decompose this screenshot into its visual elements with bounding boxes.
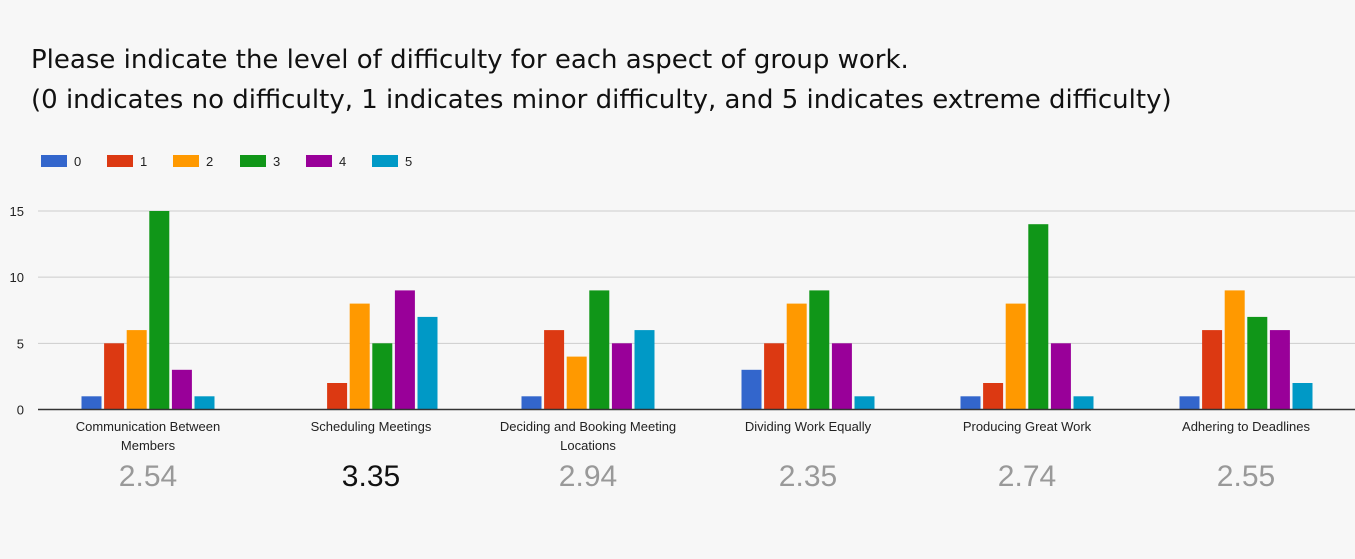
legend-label-3: 3 xyxy=(273,154,280,169)
y-tick-label: 15 xyxy=(10,204,24,219)
bar-series-0 xyxy=(741,369,762,410)
bar-series-2 xyxy=(566,356,587,410)
y-tick-label: 0 xyxy=(17,403,24,418)
chart-title-line-1: Please indicate the level of difficulty … xyxy=(31,45,909,75)
bar-series-1 xyxy=(327,383,348,410)
bar-series-2 xyxy=(1005,303,1026,410)
average-score-label: 2.94 xyxy=(559,460,617,493)
x-category-label: Dividing Work Equally xyxy=(745,419,872,434)
legend-swatch-0 xyxy=(41,155,67,167)
bar-series-1 xyxy=(983,383,1004,410)
x-category-label: Producing Great Work xyxy=(963,419,1092,434)
bar-series-0 xyxy=(81,396,102,410)
bar-series-2 xyxy=(1224,290,1245,410)
bar-series-2 xyxy=(126,330,147,410)
bar-series-3 xyxy=(589,290,610,410)
bar-series-5 xyxy=(1292,383,1313,410)
bar-series-4 xyxy=(1050,343,1071,410)
chart-title-line-2: (0 indicates no difficulty, 1 indicates … xyxy=(31,85,1172,115)
bar-series-4 xyxy=(171,369,192,410)
bar-series-3 xyxy=(372,343,393,410)
bar-series-2 xyxy=(786,303,807,410)
bar-series-4 xyxy=(831,343,852,410)
bar-series-4 xyxy=(1269,330,1290,410)
x-category-label: Adhering to Deadlines xyxy=(1182,419,1310,434)
bar-series-3 xyxy=(149,211,170,410)
legend-swatch-3 xyxy=(240,155,266,167)
legend-label-1: 1 xyxy=(140,154,147,169)
average-score-label: 2.74 xyxy=(998,460,1056,493)
bar-series-1 xyxy=(1202,330,1223,410)
bar-series-3 xyxy=(1028,224,1049,410)
y-tick-label: 5 xyxy=(17,336,24,351)
bar-series-0 xyxy=(960,396,981,410)
average-score-label: 2.55 xyxy=(1217,460,1275,493)
y-tick-label: 10 xyxy=(10,270,24,285)
x-category-label: Communication Between Members xyxy=(76,419,221,453)
x-category-label: Deciding and Booking Meeting Locations xyxy=(500,419,676,453)
chart-title: Please indicate the level of difficulty … xyxy=(31,40,1172,120)
bar-series-5 xyxy=(634,330,655,410)
average-score-label: 2.54 xyxy=(119,460,177,493)
bar-series-2 xyxy=(349,303,370,410)
bar-series-1 xyxy=(764,343,785,410)
legend-label-4: 4 xyxy=(339,154,346,169)
legend-label-5: 5 xyxy=(405,154,412,169)
x-category-label: Scheduling Meetings xyxy=(311,419,432,434)
bar-series-0 xyxy=(1179,396,1200,410)
bar-series-1 xyxy=(544,330,565,410)
legend-swatch-5 xyxy=(372,155,398,167)
legend-swatch-2 xyxy=(173,155,199,167)
bar-series-4 xyxy=(611,343,632,410)
average-score-label: 3.35 xyxy=(342,460,400,493)
bar-series-0 xyxy=(521,396,542,410)
bar-series-5 xyxy=(417,316,438,410)
bar-series-3 xyxy=(1247,316,1268,410)
average-score-label: 2.35 xyxy=(779,460,837,493)
legend-swatch-4 xyxy=(306,155,332,167)
bar-series-5 xyxy=(194,396,215,410)
legend-label-0: 0 xyxy=(74,154,81,169)
legend-swatch-1 xyxy=(107,155,133,167)
bar-series-4 xyxy=(394,290,415,410)
bar-series-5 xyxy=(854,396,875,410)
bar-series-5 xyxy=(1073,396,1094,410)
legend-label-2: 2 xyxy=(206,154,213,169)
bar-series-1 xyxy=(104,343,125,410)
bar-series-3 xyxy=(809,290,830,410)
